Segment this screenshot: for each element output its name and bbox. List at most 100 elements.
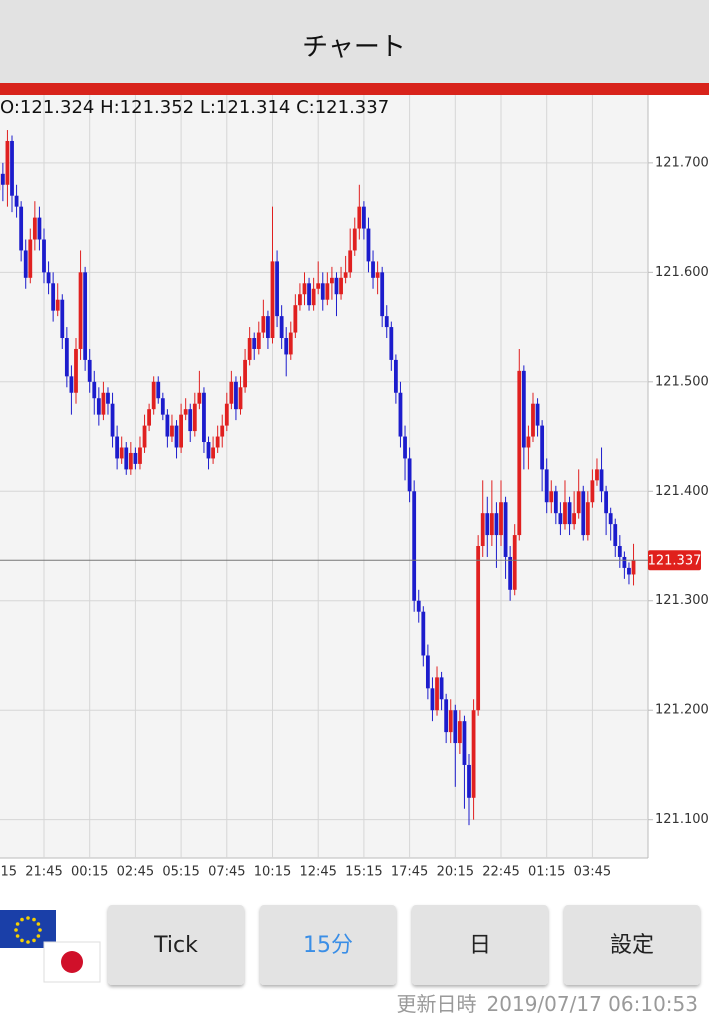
timeframe-button[interactable]: 設定 (564, 905, 700, 985)
button-label[interactable]: 日 (469, 933, 491, 958)
candle-body (211, 447, 215, 459)
candle-body (499, 502, 503, 536)
candle-body (435, 677, 439, 711)
candle-body (366, 228, 371, 262)
current-price-label: 121.337 (648, 554, 702, 569)
x-tick-label: 02:45 (117, 865, 154, 880)
candle-body (535, 403, 540, 426)
candle-body (375, 272, 380, 278)
candle-body (19, 206, 24, 251)
candle-body (192, 403, 197, 432)
candle-body (316, 283, 321, 289)
candle-body (160, 398, 165, 415)
x-tick-label: 19:15 (0, 865, 17, 880)
candle-body (60, 299, 65, 339)
button-face[interactable] (412, 905, 548, 985)
candle-body (302, 283, 307, 295)
app-title: チャート (302, 33, 406, 63)
candle-body (202, 392, 206, 443)
candle-body (215, 436, 220, 448)
x-tick-label: 03:45 (574, 865, 611, 880)
x-tick-label: 00:15 (71, 865, 108, 880)
button-face[interactable] (260, 905, 396, 985)
candle-body (457, 721, 462, 744)
candle-body (252, 338, 257, 349)
ohlc-readout: O:121.324 H:121.352 L:121.314 C:121.337 (0, 97, 389, 118)
candle-body (325, 283, 330, 300)
candle-body (581, 491, 586, 536)
candle-body (384, 316, 389, 328)
candle-body (23, 250, 28, 278)
candle-body (293, 305, 298, 333)
candle-body (540, 425, 545, 470)
x-tick-label: 22:45 (482, 865, 519, 880)
candle-body (343, 272, 348, 278)
candle-body (521, 370, 526, 448)
candle-body (147, 409, 152, 426)
x-tick-label: 17:45 (391, 865, 428, 880)
candle-body (572, 513, 577, 525)
candle-body (51, 283, 56, 311)
candle-body (617, 546, 622, 557)
app-bar (0, 0, 709, 83)
candle-body (627, 567, 631, 575)
candle-body (74, 348, 78, 393)
candle-body (393, 359, 398, 393)
plot-area (0, 95, 648, 858)
currency-pair-icon (0, 910, 101, 983)
candle-body (275, 261, 279, 317)
x-tick-label: 05:15 (162, 865, 199, 880)
candle-body (339, 277, 343, 295)
candle-body (128, 452, 133, 470)
button-label[interactable]: 15分 (303, 933, 353, 958)
candle-body (439, 677, 444, 700)
candle-body (206, 442, 211, 459)
updated-timestamp: 2019/07/17 06:10:53 (487, 992, 698, 1016)
candle-body (558, 513, 563, 525)
candle-body (288, 332, 293, 355)
candle-body (526, 436, 531, 448)
candle-body (224, 403, 229, 426)
candle-body (608, 513, 613, 525)
candle-body (389, 327, 394, 360)
candle-body (544, 469, 549, 503)
candle-body (489, 513, 494, 536)
x-tick-label: 12:45 (299, 865, 336, 880)
candle-body (179, 414, 183, 448)
button-face[interactable] (564, 905, 700, 985)
timeframe-button[interactable]: 15分 (260, 905, 396, 985)
candle-body (576, 491, 581, 514)
candle-body (256, 332, 261, 349)
y-tick-label: 121.300 (655, 593, 709, 608)
x-tick-label: 20:15 (437, 865, 474, 880)
candle-body (197, 392, 202, 404)
candle-body (599, 469, 604, 492)
candle-body (32, 217, 37, 240)
candle-body (174, 425, 179, 448)
candle-body (330, 277, 334, 284)
candle-body (183, 409, 188, 415)
button-label[interactable]: Tick (153, 933, 198, 958)
candle-body (448, 710, 453, 733)
button-label[interactable]: 設定 (610, 933, 654, 958)
candle-body (512, 535, 517, 590)
candle-body (234, 381, 238, 410)
candle-body (124, 447, 129, 470)
accent-bar (0, 83, 709, 95)
candle-body (444, 699, 449, 733)
y-tick-label: 121.200 (655, 703, 709, 718)
button-face[interactable] (108, 905, 244, 985)
candle-body (42, 239, 46, 273)
candle-body (92, 381, 97, 399)
timeframe-button[interactable]: 日 (412, 905, 548, 985)
candle-body (5, 140, 10, 185)
candle-body (220, 425, 225, 437)
y-tick-label: 121.500 (655, 374, 709, 389)
candle-body (567, 502, 572, 525)
candle-body (485, 513, 490, 536)
candle-body (270, 261, 275, 339)
candle-body (352, 228, 357, 251)
timeframe-button[interactable]: Tick (108, 905, 244, 985)
candle-body (380, 272, 385, 317)
